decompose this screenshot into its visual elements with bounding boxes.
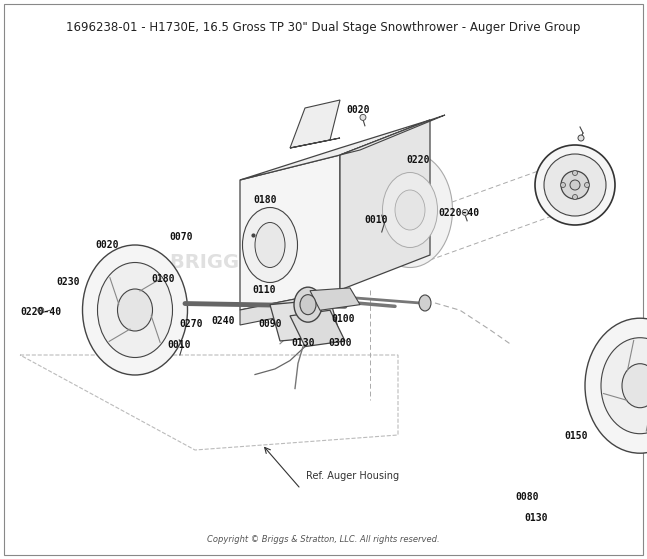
Text: 0220-40: 0220-40 — [20, 307, 61, 318]
Ellipse shape — [83, 245, 188, 375]
Text: Ref. Auger Housing: Ref. Auger Housing — [306, 471, 399, 481]
Polygon shape — [310, 288, 360, 310]
Ellipse shape — [300, 295, 316, 315]
Text: 0130: 0130 — [291, 338, 314, 348]
Ellipse shape — [535, 145, 615, 225]
Polygon shape — [340, 115, 445, 155]
Ellipse shape — [255, 222, 285, 268]
Polygon shape — [290, 310, 345, 347]
Text: 0270: 0270 — [180, 319, 203, 329]
Text: 0020: 0020 — [347, 105, 370, 115]
Circle shape — [560, 182, 565, 187]
Text: 0070: 0070 — [170, 232, 193, 242]
Text: 0100: 0100 — [331, 314, 355, 324]
Polygon shape — [240, 290, 340, 325]
Text: 0090: 0090 — [259, 319, 282, 329]
Text: 0300: 0300 — [329, 338, 352, 348]
Circle shape — [573, 195, 578, 200]
Circle shape — [316, 325, 325, 334]
Ellipse shape — [570, 180, 580, 190]
Ellipse shape — [118, 289, 153, 331]
Ellipse shape — [419, 295, 431, 311]
Polygon shape — [270, 299, 340, 341]
Circle shape — [573, 170, 578, 176]
Ellipse shape — [294, 287, 322, 322]
Polygon shape — [340, 120, 430, 290]
Ellipse shape — [585, 318, 647, 453]
Circle shape — [462, 210, 468, 215]
Ellipse shape — [544, 154, 606, 216]
Ellipse shape — [601, 338, 647, 434]
Text: 0130: 0130 — [524, 513, 547, 523]
Ellipse shape — [382, 173, 437, 248]
Ellipse shape — [622, 364, 647, 408]
Text: 0220-40: 0220-40 — [438, 208, 479, 218]
Polygon shape — [290, 138, 340, 148]
Text: 0080: 0080 — [516, 492, 539, 502]
Circle shape — [578, 135, 584, 141]
Text: 0020: 0020 — [95, 240, 118, 250]
Text: 0010: 0010 — [168, 340, 191, 350]
Text: 0010: 0010 — [365, 215, 388, 225]
Circle shape — [38, 307, 44, 313]
Text: Copyright © Briggs & Stratton, LLC. All rights reserved.: Copyright © Briggs & Stratton, LLC. All … — [207, 535, 440, 544]
Polygon shape — [290, 100, 340, 148]
Text: 0150: 0150 — [564, 431, 587, 441]
Text: 0230: 0230 — [57, 277, 80, 287]
Text: 0110: 0110 — [252, 285, 276, 295]
Ellipse shape — [243, 207, 298, 282]
Polygon shape — [240, 155, 340, 310]
Circle shape — [360, 115, 366, 120]
Ellipse shape — [367, 153, 452, 268]
Text: 1696238-01 - H1730E, 16.5 Gross TP 30" Dual Stage Snowthrower - Auger Drive Grou: 1696238-01 - H1730E, 16.5 Gross TP 30" D… — [66, 21, 581, 34]
Ellipse shape — [98, 263, 173, 358]
Ellipse shape — [561, 171, 589, 199]
Text: 0240: 0240 — [212, 316, 235, 326]
Text: BRIGGS & STRATTON: BRIGGS & STRATTON — [170, 253, 400, 272]
Text: 0180: 0180 — [254, 195, 277, 205]
Circle shape — [584, 182, 589, 187]
Text: 0180: 0180 — [151, 274, 175, 284]
Polygon shape — [240, 120, 430, 180]
Text: 0220: 0220 — [407, 155, 430, 165]
Ellipse shape — [395, 190, 425, 230]
